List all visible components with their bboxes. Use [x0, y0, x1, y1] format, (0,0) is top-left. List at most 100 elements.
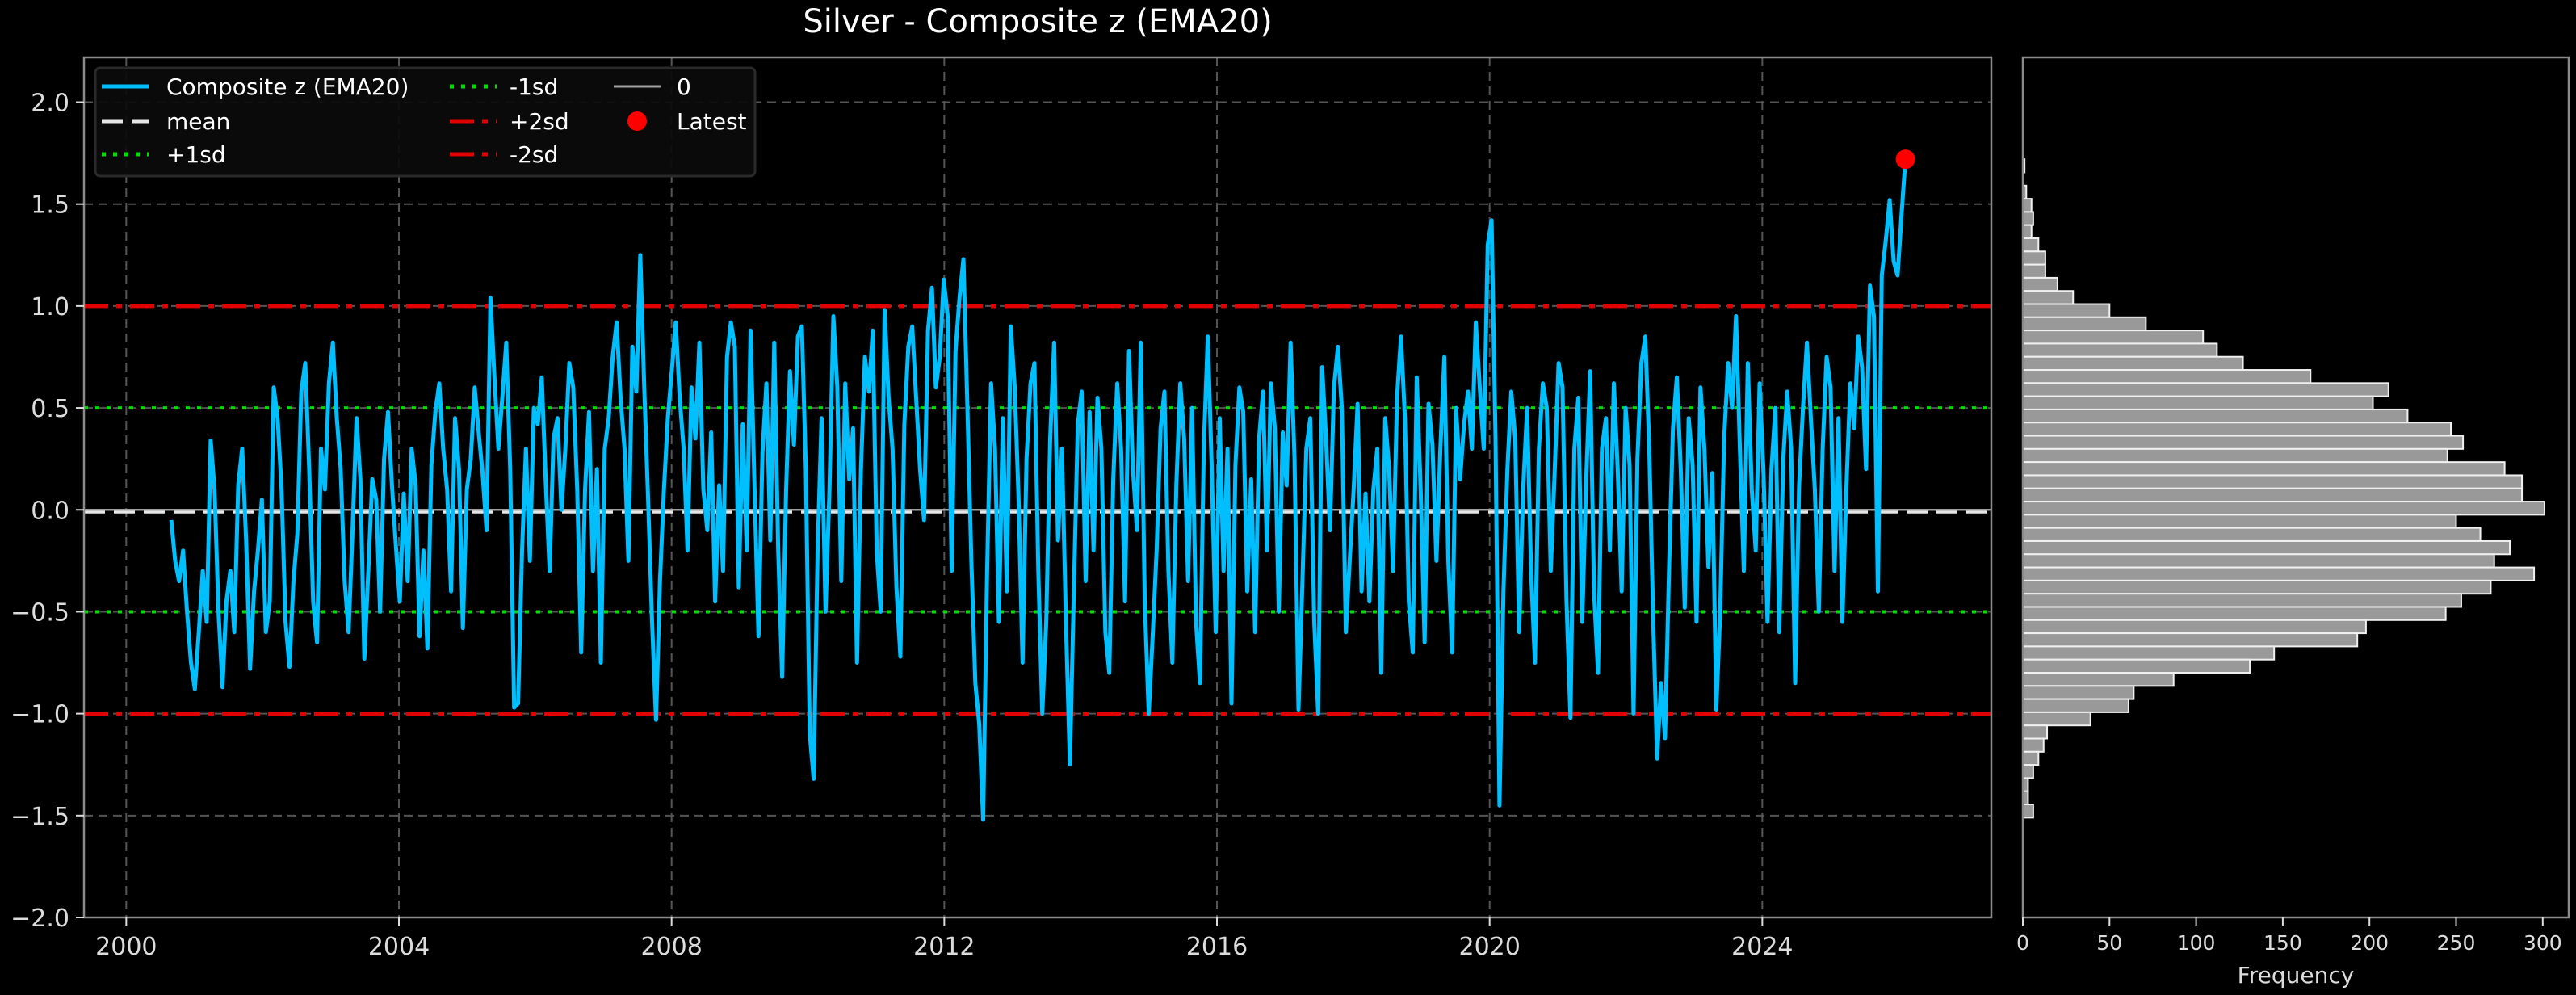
legend-label: Latest: [677, 108, 747, 135]
histogram-bar: [2022, 198, 2033, 213]
y-tick-label: −1.0: [10, 701, 69, 729]
hist-x-tick-label: 150: [2263, 931, 2302, 955]
histogram-bar: [2022, 501, 2545, 516]
histogram-bar: [2022, 237, 2040, 253]
histogram-bar: [2022, 619, 2367, 635]
hist-x-tick-label: 200: [2350, 931, 2389, 955]
legend-item: +1sd: [102, 141, 226, 168]
chart-title: Silver - Composite z (EMA20): [803, 3, 1272, 40]
histogram-bar: [2022, 461, 2506, 477]
histogram-bar: [2022, 224, 2033, 240]
histogram-bar: [2022, 606, 2447, 621]
legend-box: [94, 66, 757, 178]
histogram-bar: [2022, 316, 2147, 332]
hist-x-tick-label: 100: [2177, 931, 2216, 955]
histogram-bar: [2022, 395, 2374, 410]
latest-point: [1895, 149, 1915, 170]
y-tick-label: 1.5: [31, 191, 69, 220]
histogram-bar: [2022, 487, 2524, 503]
composite-z-line: [169, 159, 1908, 822]
x-axis-ticks: 2000 2004 2008 2012 2016 2020 2024: [95, 917, 1794, 961]
histogram-bar: [2022, 737, 2045, 753]
histogram-bar: [2022, 342, 2218, 358]
histogram-bar: [2022, 804, 2034, 819]
legend-label: 0: [677, 73, 691, 100]
legend-item: Composite z (EMA20): [102, 73, 409, 100]
legend-item: -2sd: [450, 141, 558, 168]
histogram-bar: [2022, 290, 2075, 305]
legend-item: 0: [614, 73, 691, 100]
y-tick-label: 0.5: [31, 395, 69, 423]
x-tick-label: 2000: [95, 933, 157, 961]
histogram-bar: [2022, 539, 2511, 556]
legend-label: -1sd: [510, 73, 558, 100]
y-tick-label: 1.0: [31, 293, 69, 321]
histogram-bar: [2022, 645, 2276, 661]
histogram-bar: [2022, 672, 2175, 687]
x-tick-label: 2020: [1459, 933, 1521, 961]
histogram-bar: [2022, 369, 2312, 384]
histogram-bar: [2022, 553, 2495, 569]
histogram-bar: [2022, 750, 2040, 766]
histogram-bar: [2022, 263, 2046, 279]
histogram-bar: [2022, 724, 2049, 740]
histogram-bar: [2022, 211, 2034, 226]
histogram-bar: [2022, 632, 2359, 648]
histogram-bar: [2022, 527, 2482, 542]
composite-z-series: [169, 159, 1908, 822]
main-axes: 2000 2004 2008 2012 2016 2020 2024 −2.0 −1.5 −1.…: [10, 56, 1993, 961]
legend-label: mean: [166, 108, 230, 135]
x-tick-label: 2004: [368, 933, 430, 961]
histogram-bar: [2022, 330, 2205, 345]
histogram-bar: [2022, 447, 2448, 464]
x-tick-label: 2012: [913, 933, 975, 961]
legend-item: +2sd: [450, 108, 569, 135]
hist-x-tick-label: 0: [2016, 931, 2029, 955]
histogram-bar: [2022, 566, 2536, 581]
y-axis-ticks: −2.0 −1.5 −1.0 −0.5 0.0 0.5 1.0 1.5 2.0: [10, 90, 84, 933]
histogram-bar: [2022, 250, 2046, 266]
histogram-bar: [2022, 435, 2465, 450]
x-tick-label: 2016: [1186, 933, 1248, 961]
histogram-x-ticks: 0 50 100 150 200 250 300: [2016, 917, 2562, 955]
main-axes-frame: [82, 56, 1993, 919]
histogram-bar: [2022, 685, 2135, 700]
histogram-bar: [2022, 474, 2524, 489]
hist-x-tick-label: 50: [2096, 931, 2122, 955]
histogram-bar: [2022, 764, 2034, 779]
histogram-bar: [2022, 382, 2389, 397]
legend: Composite z (EMA20) mean +1sd -1sd +2sd -2sd 0…: [94, 66, 757, 178]
legend-item: mean: [102, 108, 230, 135]
histogram-bar: [2022, 711, 2091, 727]
histogram-bar: [2022, 698, 2129, 713]
legend-label: +1sd: [166, 141, 226, 168]
y-tick-label: 0.0: [31, 497, 69, 525]
histogram-frame: [2021, 56, 2570, 919]
histogram-bar: [2022, 593, 2462, 608]
y-tick-label: −1.5: [10, 803, 69, 831]
x-tick-label: 2024: [1731, 933, 1793, 961]
legend-label: -2sd: [510, 141, 558, 168]
y-tick-label: 2.0: [31, 90, 69, 118]
histogram-bar: [2022, 422, 2452, 437]
histogram-bar: [2022, 276, 2058, 292]
hist-x-tick-label: 250: [2437, 931, 2476, 955]
legend-item: -1sd: [450, 73, 558, 100]
legend-label: Composite z (EMA20): [166, 73, 409, 100]
hist-x-tick-label: 300: [2524, 931, 2562, 955]
histogram-xlabel: Frequency: [2238, 962, 2355, 989]
histogram-bar: [2022, 658, 2251, 674]
legend-label: +2sd: [510, 108, 569, 135]
histogram-axes: 0 50 100 150 200 250 300 Frequency: [2016, 56, 2570, 989]
histogram-bar: [2022, 355, 2244, 372]
histogram-bar: [2022, 579, 2492, 595]
y-tick-label: −0.5: [10, 598, 69, 627]
latest-marker: [1895, 149, 1915, 170]
legend-item: Latest: [627, 108, 747, 135]
histogram-bar: [2022, 408, 2409, 424]
legend-marker-icon: [627, 111, 647, 131]
histogram-bar: [2022, 514, 2457, 529]
y-tick-label: −2.0: [10, 905, 69, 933]
x-tick-label: 2008: [640, 933, 702, 961]
